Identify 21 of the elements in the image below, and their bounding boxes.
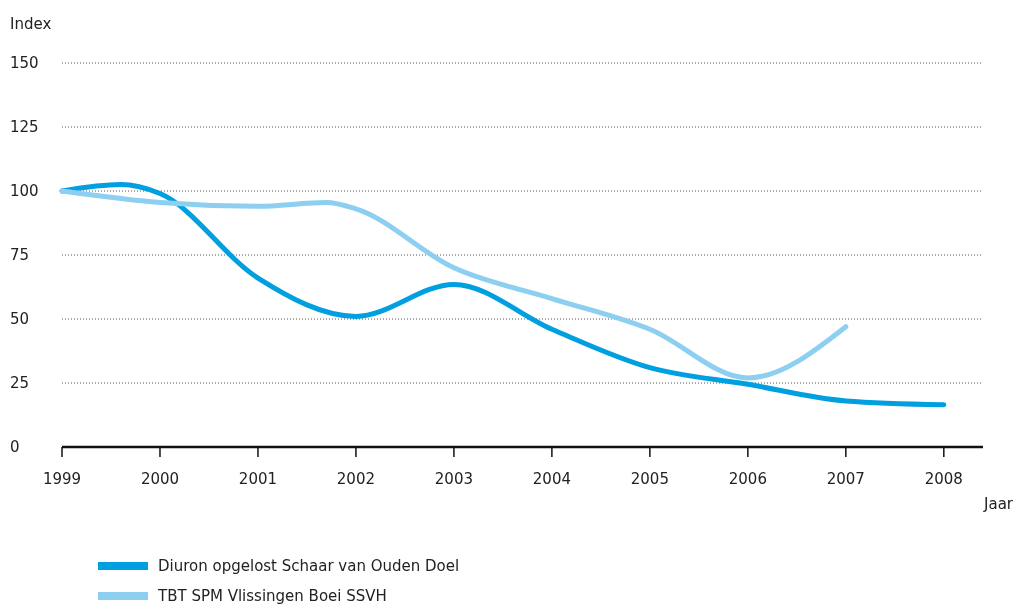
x-tick-label: 2005 (630, 470, 669, 488)
x-tick-label: 1999 (42, 470, 82, 488)
x-tick-label: 2003 (434, 470, 474, 488)
x-tick-label: 2004 (532, 470, 571, 488)
y-axis-title: Index (10, 15, 52, 33)
legend-label: TBT SPM Vlissingen Boei SSVH (157, 587, 387, 605)
x-axis-title: Jaar (983, 495, 1014, 513)
x-tick-label: 2007 (826, 470, 865, 488)
y-tick-label: 125 (10, 118, 39, 136)
y-tick-label: 50 (10, 310, 30, 328)
x-tick-label: 2008 (924, 470, 963, 488)
x-tick-label: 2001 (238, 470, 278, 488)
x-tick-label: 2002 (336, 470, 376, 488)
y-tick-label: 0 (10, 438, 20, 456)
y-tick-label: 150 (10, 54, 39, 72)
x-tick-label: 2000 (140, 470, 180, 488)
y-tick-label: 25 (10, 374, 30, 392)
x-tick-label: 2006 (728, 470, 767, 488)
y-tick-label: 100 (10, 182, 39, 200)
y-tick-label: 75 (10, 246, 30, 264)
legend-label: Diuron opgelost Schaar van Ouden Doel (158, 557, 460, 575)
